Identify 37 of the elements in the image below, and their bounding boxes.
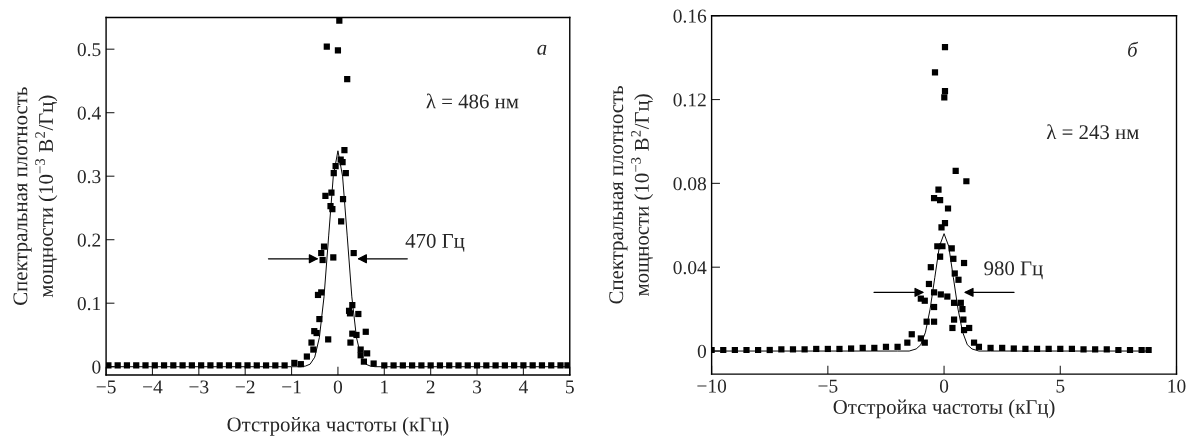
x-tick-label: 0 bbox=[939, 379, 949, 393]
y-axis-title: Спектральная плотность мощности (10$^{−3}$ В$^{2}$/Гц) bbox=[13, 87, 58, 305]
x-tick-label: −5 bbox=[96, 380, 116, 394]
x-tick-label: 1 bbox=[381, 380, 388, 394]
x-tick-label: 5 bbox=[566, 380, 574, 394]
x-tick-label: 0 bbox=[333, 380, 343, 394]
annotation: λ = 243 нм bbox=[1046, 124, 1139, 140]
y-tick-label: 0 bbox=[697, 344, 707, 358]
y-tick-label: 0.12 bbox=[673, 93, 706, 107]
x-tick-label: −2 bbox=[235, 380, 255, 394]
x-tick-label: −5 bbox=[818, 379, 838, 393]
annotation: б bbox=[1128, 41, 1139, 57]
y-tick-label: 0.04 bbox=[673, 261, 707, 275]
y-tick-label: 0.08 bbox=[673, 177, 707, 191]
x-tick-label: −1 bbox=[282, 380, 301, 394]
y-tick-label: 0.2 bbox=[77, 233, 101, 247]
y-tick-label: 0.4 bbox=[77, 106, 101, 120]
x-tick-label: 5 bbox=[1056, 379, 1065, 393]
y-axis-title: Спектральная плотность мощности (10$^{−3}$ В$^{2}$/Гц) bbox=[609, 85, 654, 304]
x-tick-label: −4 bbox=[143, 380, 163, 394]
x-tick-label: 10 bbox=[1168, 379, 1186, 393]
x-tick-label: 2 bbox=[426, 380, 435, 394]
annotation: 980 Гц bbox=[984, 261, 1043, 280]
y-tick-label: 0.1 bbox=[77, 297, 101, 311]
x-axis-title: Отстройка частоты (кГц) bbox=[227, 416, 449, 436]
x-axis-title: Отстройка частоты (кГц) bbox=[833, 399, 1055, 419]
annotation: 470 Гц bbox=[405, 233, 465, 252]
annotation: а bbox=[537, 44, 547, 55]
x-tick-label: 4 bbox=[518, 380, 528, 394]
x-tick-label: −3 bbox=[189, 380, 209, 394]
annotation: λ = 486 нм bbox=[426, 93, 519, 109]
y-tick-label: 0.16 bbox=[673, 9, 707, 23]
x-tick-label: −10 bbox=[697, 379, 727, 393]
y-tick-label: 0.3 bbox=[77, 170, 101, 184]
x-tick-label: 3 bbox=[473, 380, 482, 394]
y-tick-label: 0.5 bbox=[77, 43, 101, 57]
y-tick-label: 0 bbox=[92, 360, 101, 374]
